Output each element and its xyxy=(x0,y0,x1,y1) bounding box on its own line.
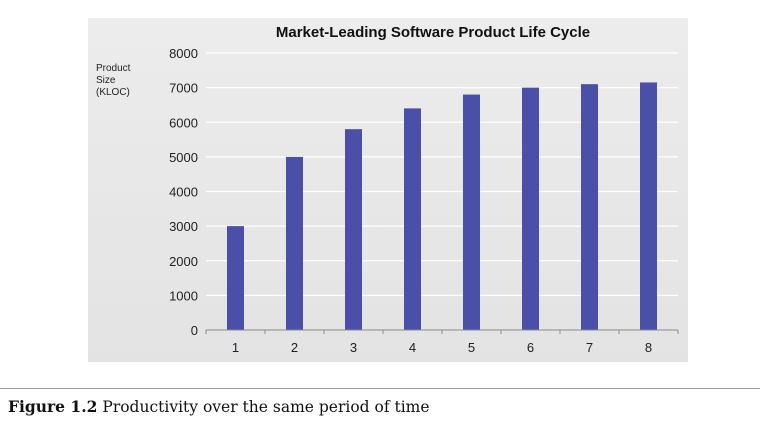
chart-panel: Market-Leading Software Product Life Cyc… xyxy=(88,18,688,362)
bar-chart: Market-Leading Software Product Life Cyc… xyxy=(96,24,679,355)
y-tick-label: 4000 xyxy=(169,185,198,200)
bar xyxy=(581,84,598,330)
figure-label: Figure 1.2 xyxy=(8,397,98,416)
y-axis-label-line-3: (KLOC) xyxy=(96,87,130,98)
chart-title: Market-Leading Software Product Life Cyc… xyxy=(276,24,590,41)
x-tick-label: 8 xyxy=(645,340,652,355)
y-tick-label: 0 xyxy=(191,323,198,338)
x-tick-label: 2 xyxy=(291,340,298,355)
x-tick-label: 6 xyxy=(527,340,534,355)
bars xyxy=(227,82,657,331)
y-tick-label: 5000 xyxy=(169,150,198,165)
bar xyxy=(404,108,421,331)
x-tick-label: 1 xyxy=(232,340,239,355)
x-tick-label: 3 xyxy=(350,340,357,355)
bar xyxy=(522,87,539,330)
bar xyxy=(286,156,303,330)
y-axis-label: Product Size (KLOC) xyxy=(96,63,133,98)
bar xyxy=(345,129,362,330)
y-axis-label-line-2: Size xyxy=(96,75,116,86)
y-tick-labels: 0 1000 2000 3000 4000 5000 6000 7000 8000 xyxy=(169,46,198,338)
x-tick-label: 7 xyxy=(586,340,593,355)
y-axis-label-line-1: Product xyxy=(96,63,131,74)
caption-divider xyxy=(0,388,760,389)
bar xyxy=(463,94,480,330)
grid-lines xyxy=(206,52,678,296)
x-axis xyxy=(205,329,679,334)
figure-caption-text: Productivity over the same period of tim… xyxy=(102,398,430,416)
y-tick-label: 7000 xyxy=(169,81,198,96)
y-tick-label: 2000 xyxy=(169,254,198,269)
bar xyxy=(227,226,244,330)
y-tick-label: 3000 xyxy=(169,219,198,234)
x-tick-label: 5 xyxy=(468,340,475,355)
y-tick-label: 1000 xyxy=(169,288,198,303)
figure-caption: Figure 1.2 Productivity over the same per… xyxy=(8,397,430,416)
y-tick-label: 8000 xyxy=(169,46,198,61)
bar xyxy=(640,82,657,331)
x-tick-label: 4 xyxy=(409,340,416,355)
x-tick-labels: 1 2 3 4 5 6 7 8 xyxy=(232,340,652,355)
y-tick-label: 6000 xyxy=(169,115,198,130)
